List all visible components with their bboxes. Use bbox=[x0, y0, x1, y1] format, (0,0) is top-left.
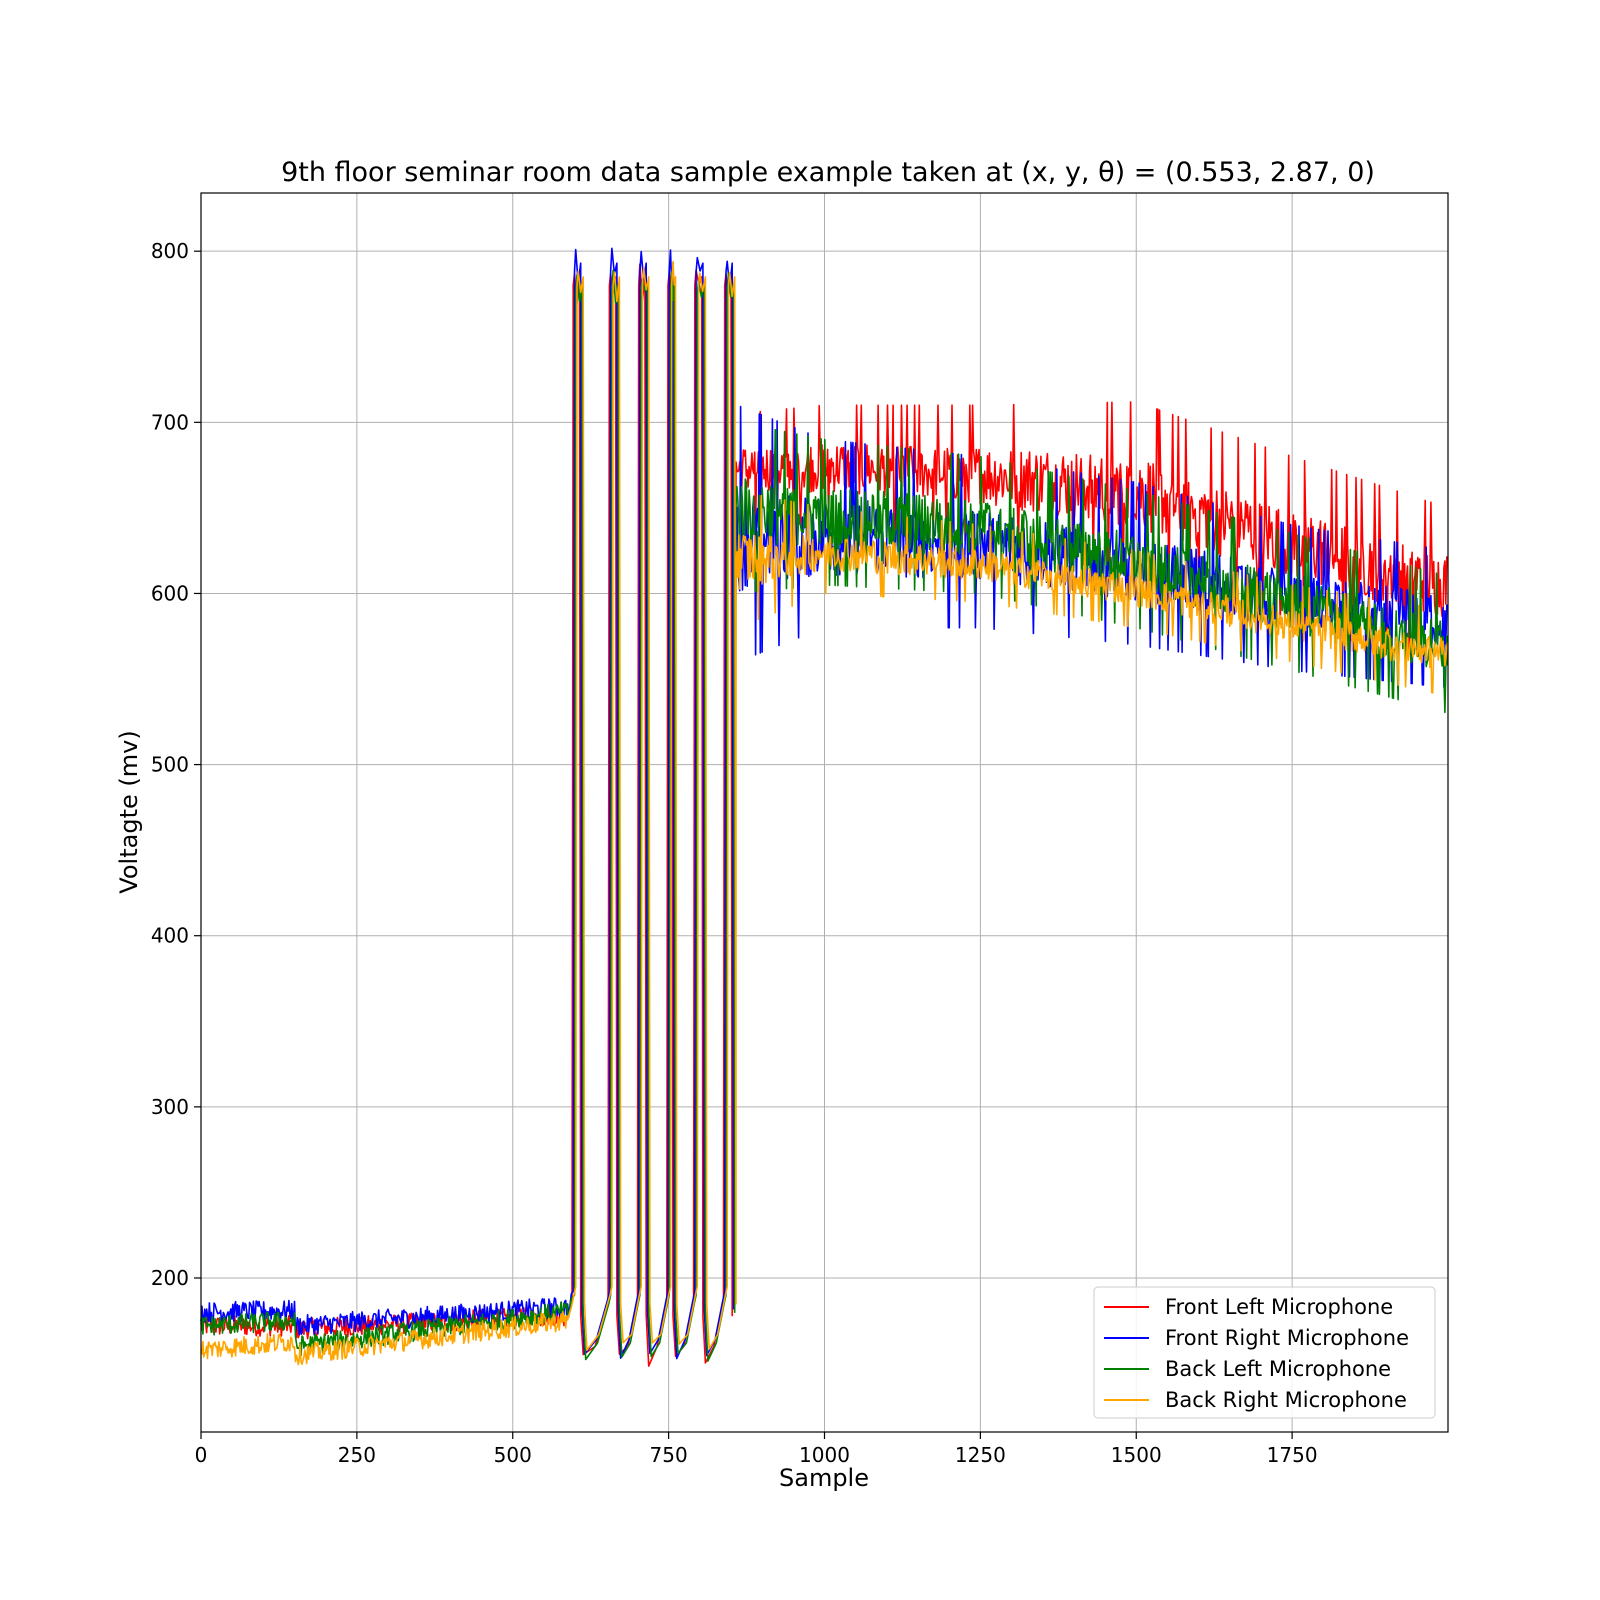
x-tick-label: 1750 bbox=[1267, 1443, 1318, 1467]
legend-label: Front Right Microphone bbox=[1165, 1326, 1409, 1350]
legend-label: Back Left Microphone bbox=[1165, 1357, 1391, 1381]
grid bbox=[200, 193, 1448, 1432]
y-tick-label: 800 bbox=[151, 239, 189, 263]
x-tick-label: 500 bbox=[494, 1443, 532, 1467]
series-line-3 bbox=[200, 260, 1449, 1366]
x-axis-label: Sample bbox=[779, 1464, 869, 1492]
legend-label: Front Left Microphone bbox=[1165, 1295, 1393, 1319]
legend: Front Left Microphone Front Right Microph… bbox=[1093, 1286, 1436, 1419]
x-tick-label: 1250 bbox=[955, 1443, 1006, 1467]
y-tick-label: 200 bbox=[151, 1266, 189, 1290]
x-tick-label: 1000 bbox=[799, 1443, 850, 1467]
legend-box bbox=[1093, 1286, 1436, 1419]
y-tick-label: 400 bbox=[151, 924, 189, 948]
axis-ticks: 0 250 500 750 1000 1250 1500 1750 200 300 400 500 60… bbox=[151, 239, 1318, 1467]
x-tick-label: 250 bbox=[338, 1443, 376, 1467]
series-lines bbox=[200, 247, 1449, 1367]
legend-label: Back Right Microphone bbox=[1165, 1388, 1407, 1412]
x-tick-label: 750 bbox=[650, 1443, 688, 1467]
y-axis-label: Voltagte (mv) bbox=[115, 730, 143, 893]
series-line-2 bbox=[200, 269, 1449, 1362]
chart-title: 9th floor seminar room data sample examp… bbox=[281, 157, 1375, 188]
y-tick-label: 600 bbox=[151, 581, 189, 605]
y-tick-label: 500 bbox=[151, 753, 189, 777]
x-tick-label: 1500 bbox=[1111, 1443, 1162, 1467]
x-tick-label: 0 bbox=[195, 1443, 208, 1467]
y-tick-label: 700 bbox=[151, 410, 189, 434]
y-tick-label: 300 bbox=[151, 1095, 189, 1119]
